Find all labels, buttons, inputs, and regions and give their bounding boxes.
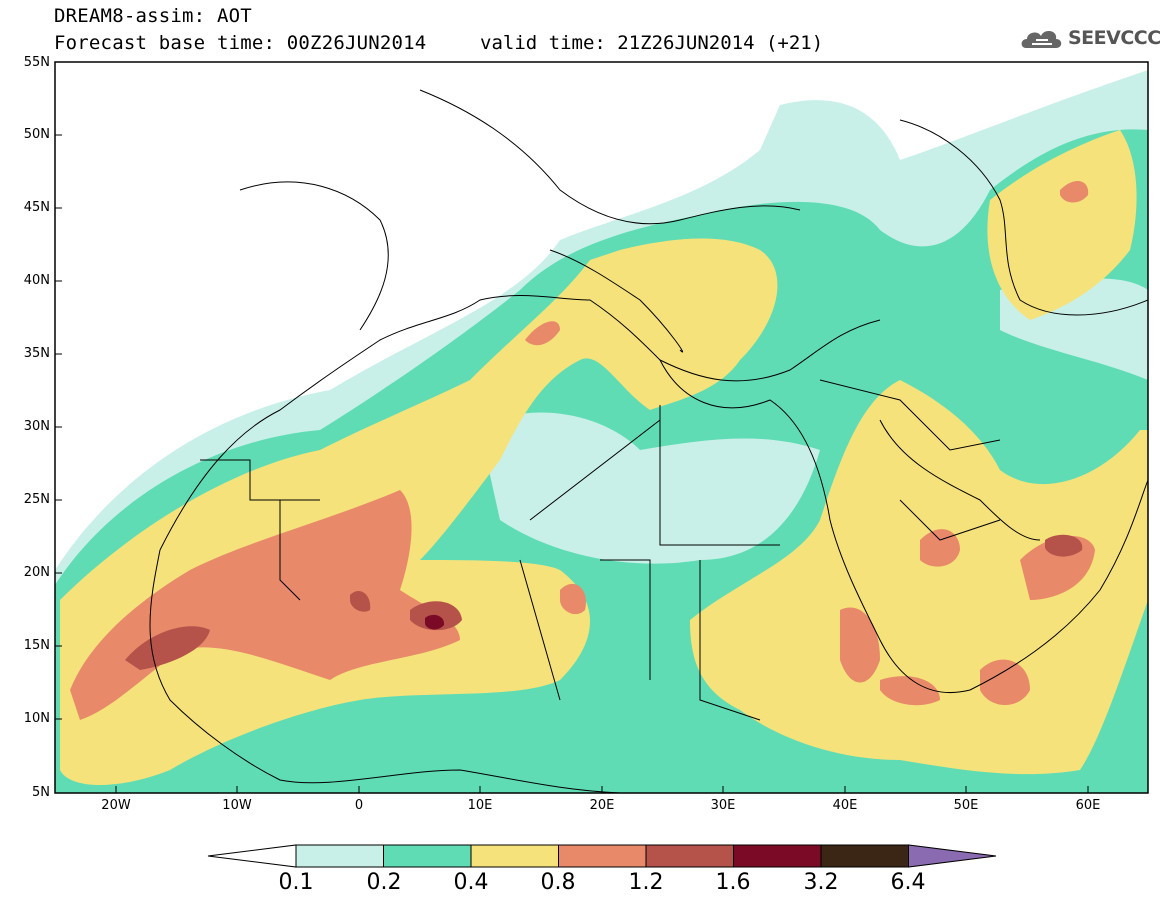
lat-label: 35N [23,346,50,361]
valid-time: valid time: 21Z26JUN2014 (+21) [480,32,824,54]
lat-label: 15N [23,638,50,653]
lon-label: 0 [354,798,364,813]
forecast-base-time: Forecast base time: 00Z26JUN2014 [54,32,427,54]
lat-label: 45N [23,200,50,215]
colorbar-label: 0.8 [540,870,576,895]
lon-label: 30E [710,798,736,813]
logo-text: SEEVCCC [1068,27,1161,49]
lat-label: 20N [23,565,50,580]
map-frame [54,61,1149,794]
colorbar-label: 3.2 [803,870,839,895]
lon-label: 50E [953,798,979,813]
coastlines [149,89,1148,793]
lat-label: 40N [23,273,50,288]
colorbar-label: 0.4 [453,870,489,895]
lat-label: 10N [23,711,50,726]
lon-label: 40E [832,798,858,813]
lat-label: 25N [23,492,50,507]
lat-label: 55N [23,55,50,70]
lon-label: 10W [222,798,252,813]
lon-label: 10E [467,798,493,813]
lat-label: 50N [23,127,50,142]
map-title: DREAM8-assim: AOT [54,5,252,27]
colorbar-label: 1.6 [715,870,751,895]
aot-shading [55,62,1148,793]
colorbar-label: 1.2 [628,870,664,895]
colorbar-label: 6.4 [890,870,926,895]
lat-label: 5N [32,785,50,800]
lon-label: 20W [101,798,131,813]
colorbar-label: 0.2 [366,870,402,895]
colorbar-label: 0.1 [278,870,314,895]
cloud-logo-icon [1021,30,1062,48]
lat-label: 30N [23,419,50,434]
lon-label: 20E [589,798,615,813]
lon-label: 60E [1075,798,1101,813]
axis-ticks [55,134,1089,793]
